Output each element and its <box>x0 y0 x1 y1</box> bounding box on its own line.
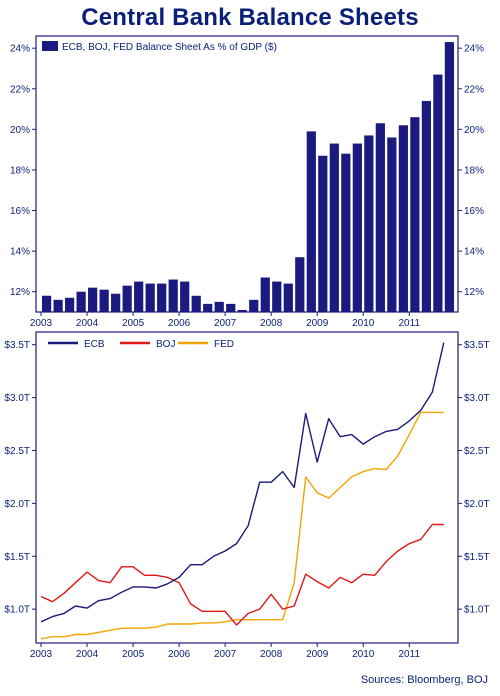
bar <box>364 135 374 312</box>
bar <box>168 279 178 312</box>
y-tick-label-left: $3.0T <box>4 393 30 404</box>
y-tick-label-left: 16% <box>10 206 30 217</box>
page-title: Central Bank Balance Sheets <box>81 4 419 31</box>
y-tick-label-right: $2.5T <box>464 446 490 457</box>
y-tick-label-left: 24% <box>10 44 30 55</box>
bar <box>53 299 63 312</box>
bar <box>99 289 109 312</box>
x-tick-label: 2010 <box>352 318 375 329</box>
y-tick-label-right: $3.5T <box>464 340 490 351</box>
legend-label-ecb: ECB <box>84 339 105 350</box>
y-tick-label-right: 18% <box>464 165 484 176</box>
y-tick-label-left: $1.5T <box>4 552 30 563</box>
y-tick-label-right: 22% <box>464 84 484 95</box>
bar <box>341 153 351 312</box>
bar <box>318 155 328 312</box>
source-note: Sources: Bloomberg, BOJ <box>360 674 488 686</box>
bar <box>375 123 385 312</box>
bar <box>226 303 236 312</box>
y-tick-label-left: $3.5T <box>4 340 30 351</box>
x-tick-label: 2008 <box>260 649 283 660</box>
x-tick-label: 2011 <box>399 649 421 660</box>
series-line-ecb <box>40 342 445 623</box>
bar <box>433 74 443 312</box>
bar <box>306 131 316 312</box>
bar <box>214 301 224 312</box>
y-tick-label-right: $3.0T <box>464 393 490 404</box>
bar <box>444 42 454 313</box>
bar <box>272 281 282 312</box>
legend-label-boj: BOJ <box>156 339 175 350</box>
bar <box>329 143 339 312</box>
y-tick-label-right: $1.0T <box>464 605 490 616</box>
x-tick-label: 2009 <box>306 649 329 660</box>
bar <box>352 143 362 312</box>
x-tick-label: 2004 <box>76 318 99 329</box>
x-tick-label: 2006 <box>168 649 191 660</box>
bar <box>398 125 408 312</box>
x-tick-label: 2011 <box>399 318 421 329</box>
bar <box>145 283 155 312</box>
bar <box>122 285 132 312</box>
y-tick-label-left: $2.5T <box>4 446 30 457</box>
bar <box>249 299 259 312</box>
legend-label: ECB, BOJ, FED Balance Sheet As % of GDP … <box>62 42 277 53</box>
y-tick-label-right: $1.5T <box>464 552 490 563</box>
x-tick-label: 2005 <box>122 318 145 329</box>
bar <box>157 283 167 312</box>
x-tick-label: 2006 <box>168 318 191 329</box>
bar <box>295 257 305 312</box>
bar <box>421 100 431 312</box>
plot-frame <box>35 331 459 644</box>
y-tick-label-left: $2.0T <box>4 499 30 510</box>
bar <box>410 117 420 312</box>
y-tick-label-right: 12% <box>464 287 484 298</box>
bar <box>191 295 201 312</box>
y-tick-label-left: 22% <box>10 84 30 95</box>
x-tick-label: 2008 <box>260 318 283 329</box>
x-tick-label: 2007 <box>214 649 237 660</box>
bar <box>134 281 144 312</box>
legend-swatch <box>42 41 58 51</box>
y-tick-label-right: 14% <box>464 247 484 258</box>
bar <box>111 293 121 312</box>
bar <box>76 291 86 312</box>
y-tick-label-right: 24% <box>464 44 484 55</box>
series-line-boj <box>40 523 444 626</box>
series-line-fed <box>40 411 444 640</box>
bar <box>387 137 397 312</box>
x-tick-label: 2004 <box>76 649 99 660</box>
y-tick-label-left: $1.0T <box>4 605 30 616</box>
x-tick-label: 2010 <box>352 649 375 660</box>
bar <box>42 295 52 312</box>
x-tick-label: 2007 <box>214 318 237 329</box>
x-tick-label: 2005 <box>122 649 145 660</box>
x-tick-label: 2003 <box>30 318 53 329</box>
y-tick-label-right: 16% <box>464 206 484 217</box>
bar <box>88 287 98 312</box>
bar <box>65 297 75 312</box>
x-tick-label: 2009 <box>306 318 329 329</box>
y-tick-label-right: $2.0T <box>464 499 490 510</box>
bar <box>203 303 213 312</box>
y-tick-label-left: 12% <box>10 287 30 298</box>
bar <box>260 277 270 312</box>
plot-frame <box>35 35 459 313</box>
bar <box>237 309 247 312</box>
bar <box>283 283 293 312</box>
y-tick-label-left: 14% <box>10 247 30 258</box>
y-tick-label-left: 20% <box>10 125 30 136</box>
bar <box>180 281 190 312</box>
legend-label-fed: FED <box>214 339 234 350</box>
x-tick-label: 2003 <box>30 649 53 660</box>
y-tick-label-right: 20% <box>464 125 484 136</box>
y-tick-label-left: 18% <box>10 165 30 176</box>
